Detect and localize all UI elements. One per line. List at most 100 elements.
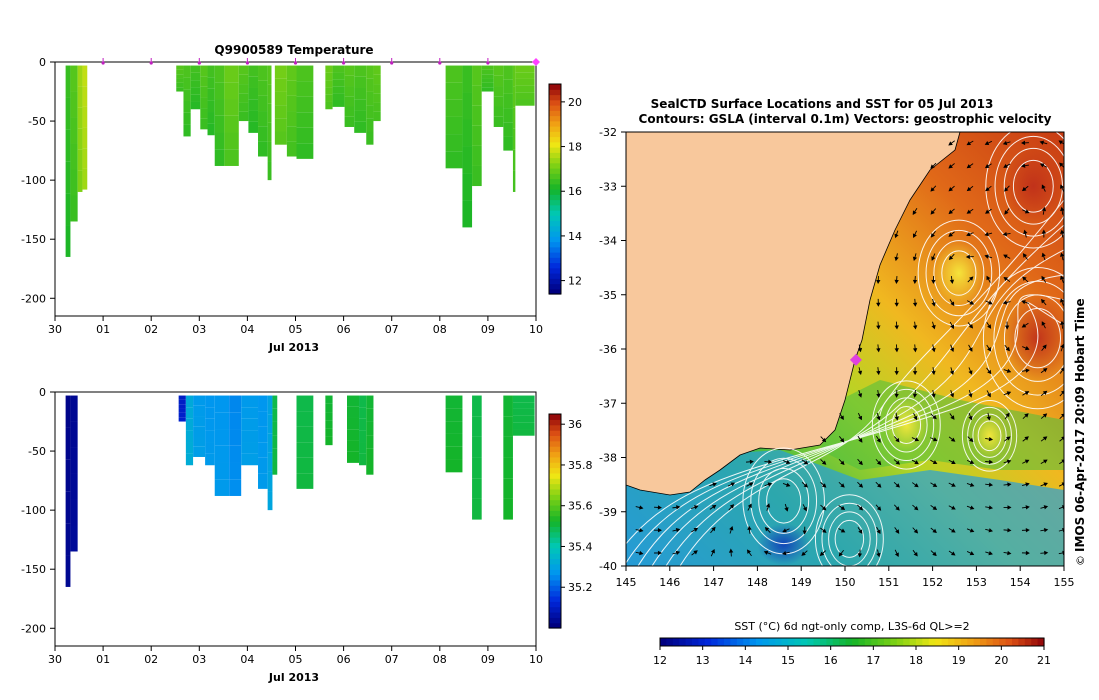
velocity-vector-head [821,460,827,465]
salinity-colorbar-segment [549,521,561,527]
velocity-vector-head [1006,368,1012,373]
velocity-vector-head [1006,391,1012,396]
salinity-profile-cell [512,422,535,430]
velocity-vector-head [876,325,881,330]
temperature-profile-cell [296,65,314,82]
sst-colorbar-segment [781,638,789,646]
velocity-vector-head [876,415,881,421]
sst-colorbar-segment [704,638,712,646]
temperature-profile-cell [366,105,374,119]
temperature-colorbar-segment [549,136,561,143]
velocity-vector-head [711,526,716,532]
velocity-vector-head [693,550,698,555]
velocity-vector-head [913,551,918,557]
velocity-vector [1058,529,1064,532]
salinity-section-chart: 30 01 02 03 04 05 06 07 08 09 10 0 -50 -100 -150 -200 J… [21,386,592,684]
gsla-contour [821,502,878,566]
velocity-vector-head [1005,346,1010,352]
salinity-colorbar-segment [549,595,561,602]
velocity-vector-head [912,371,918,376]
temperature-y-tick-label: -100 [21,174,46,187]
salinity-colorbar-segment [549,611,561,618]
temperature-profile-cell [183,65,191,78]
gsla-contour [637,274,1064,566]
salinity-profile-cell [325,420,333,429]
velocity-vector-head [894,416,899,421]
temperature-colorbar-segment [549,99,561,106]
map-y-tick-label: -40 [599,560,617,573]
salinity-profile-cell [241,407,259,419]
temperature-profile-cell [190,87,201,95]
sst-colorbar-tick-label: 20 [994,654,1008,667]
temperature-profile-cell [325,101,333,110]
temperature-profile-cell [286,126,297,142]
salinity-x-tick-label: 30 [48,653,62,666]
sst-colorbar-segment [666,638,674,646]
temperature-colorbar-segment [549,147,561,153]
temperature-profile-cell [503,93,513,109]
gsla-contour [982,267,1064,410]
salinity-y-tick-label: 0 [39,386,46,399]
velocity-vector-head [912,325,918,330]
velocity-vector-head [1003,276,1008,282]
velocity-vector-head [1044,550,1049,556]
velocity-vector-head [1007,482,1012,487]
salinity-profile-cell [241,453,259,466]
temperature-profile-cell [207,77,215,89]
temperature-x-tick-label: 06 [337,323,351,336]
salinity-profile-cell [205,430,215,443]
salinity-profile-cell [347,440,360,452]
warm-eddy [972,413,1008,458]
salinity-colorbar-segment [549,622,561,629]
temperature-profile-cell [445,65,463,83]
velocity-vector-head [728,548,734,553]
salinity-profile-cell [65,523,71,556]
temperature-profile-cell [248,87,259,100]
velocity-vector-head [1006,459,1012,464]
australia-land [626,132,961,496]
salinity-profile-cell [512,429,535,436]
temperature-colorbar-segment [549,241,561,248]
temperature-profile-cell [70,91,78,118]
temperature-profile-cell [224,82,239,100]
velocity-vector-head [1004,187,1009,192]
sst-colorbar-segment [845,638,853,646]
temperature-profile-cell [445,99,463,117]
gsla-contour [834,519,865,558]
salinity-profile-cell [205,418,215,431]
salinity-x-tick-label: 01 [96,653,110,666]
salinity-profile-cell [258,442,268,458]
velocity-vector-head [858,438,863,443]
velocity-vector-head [857,370,863,376]
temperature-profile-cell [515,99,535,106]
salinity-profile-cell [272,448,278,462]
map-title: SealCTD Surface Locations and SST for 05… [651,97,994,111]
salinity-profile-cell [472,478,482,499]
temperature-colorbar-segment [549,199,561,206]
velocity-vector-head [987,324,992,329]
velocity-vector-head [821,506,827,511]
temperature-profile-cell [286,95,297,112]
salinity-profile-cell [472,498,482,520]
velocity-vector-head [1024,436,1029,441]
temperature-profile-cell [65,161,71,194]
sst-colorbar-segment [1012,638,1019,646]
temperature-y-tick-label: -200 [21,292,46,305]
salinity-profile-cell [65,459,71,492]
velocity-vector-head [1007,528,1012,533]
salinity-profile-cell [366,408,374,422]
salinity-profile-cell [185,442,194,454]
salinity-profile-cell [272,421,278,436]
temperature-profile-cell [274,131,287,145]
sst-colorbar-segment [660,638,667,646]
salinity-profile-cell [325,403,333,413]
velocity-vector-head [969,276,974,281]
temperature-colorbar-segment [549,141,561,148]
temperature-profile-cell [200,97,208,109]
gsla-contour [972,413,1007,458]
salinity-profile-cell [193,436,206,447]
salinity-profile-cell [296,442,314,458]
temperature-colorbar-frame [548,83,562,295]
temperature-profile-cell [77,128,83,150]
salinity-profile-cell [445,459,463,473]
